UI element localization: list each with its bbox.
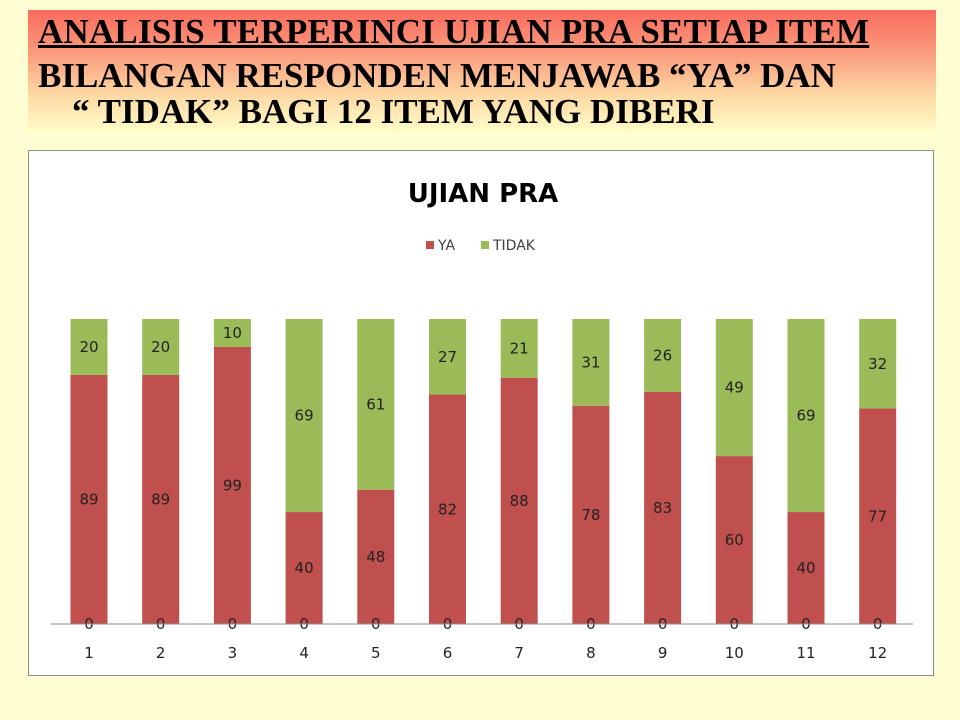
data-label-tidak-10: 49 [725,379,744,397]
data-label-ya-11: 40 [796,559,815,577]
data-label-tidak-4: 69 [295,407,314,425]
slide-subtitle-line2: “ TIDAK” BAGI 12 ITEM YANG DIBERI [72,92,715,131]
x-tick-label-1: 1 [84,644,94,662]
data-label-tidak-6: 27 [438,348,457,366]
bar-ya-7 [500,377,538,624]
x-tick-label-3: 3 [228,644,238,662]
data-label-ya-7: 88 [510,492,529,510]
bar-tidak-6 [429,319,466,395]
bar-ya-6 [429,394,466,624]
bar-ya-8 [572,405,610,624]
bar-ya-5 [357,489,395,624]
data-label-ya-1: 89 [79,490,98,508]
bar-tidak-10 [715,319,753,457]
bar-tidak-4 [285,319,323,513]
bar-ya-3 [213,346,251,624]
bar-ya-2 [142,374,180,624]
legend-label-ya: YA [437,238,455,254]
x-tick-label-7: 7 [514,644,524,662]
data-label-tidak-1: 20 [79,338,98,356]
data-label-ya-10: 60 [725,531,744,549]
stacked-bar-chart: UJIAN PRA YA TIDAK 8920089200991004069048… [51,179,913,662]
chart-title: UJIAN PRA [408,179,559,209]
data-label-tidak-3: 10 [223,324,242,342]
bar-ya-4 [285,512,323,624]
legend-swatch-tidak [481,241,489,249]
chart-container: UJIAN PRA YA TIDAK 89 20 0 89 20 0 99 10 0 40 69 0 48… [28,150,934,676]
slide-subtitle-line1: BILANGAN RESPONDEN MENJAWAB “YA” DAN [38,56,836,95]
x-tick-label-6: 6 [443,644,453,662]
bar-tidak-7 [500,319,538,378]
data-label-ya-4: 40 [295,559,314,577]
slide-title: ANALISIS TERPERINCI UJIAN PRA SETIAP ITE… [38,12,870,51]
bars-group: 8920089200991004069048610822708821078310… [70,319,897,633]
bar-tidak-11 [787,319,825,513]
data-label-tidak-11: 69 [796,407,815,425]
data-label-tidak-9: 26 [653,346,672,364]
x-tick-label-4: 4 [299,644,309,662]
data-label-ya-5: 48 [366,548,385,566]
data-label-tidak-2: 20 [151,338,170,356]
bar-tidak-5 [357,319,395,490]
data-label-tidak-7: 21 [510,339,529,357]
x-tick-label-10: 10 [725,644,744,662]
data-label-tidak-8: 31 [581,353,600,371]
data-label-ya-8: 78 [581,506,600,524]
bar-ya-9 [644,391,682,624]
bar-tidak-1 [70,319,108,375]
x-tick-label-8: 8 [586,644,596,662]
x-tick-label-9: 9 [658,644,668,662]
data-label-ya-3: 99 [223,476,242,494]
bar-ya-12 [859,408,897,624]
bar-tidak-12 [859,319,897,409]
bar-tidak-2 [142,319,180,375]
legend-swatch-ya [426,241,434,249]
data-label-tidak-5: 61 [366,395,385,413]
x-tick-label-11: 11 [796,644,815,662]
chart-legend: YA TIDAK [426,238,536,254]
x-tick-label-2: 2 [156,644,166,662]
legend-label-tidak: TIDAK [492,238,536,254]
bar-tidak-3 [213,319,251,347]
x-axis: 1 2 3 4 5 6 7 8 9 10 11 12 [51,623,913,662]
bar-ya-10 [715,456,753,624]
bar-ya-11 [787,512,825,624]
data-label-ya-6: 82 [438,500,457,518]
bar-tidak-9 [644,319,682,392]
bar-tidak-8 [572,319,610,406]
data-label-tidak-12: 32 [868,355,887,373]
bar-ya-1 [70,374,108,624]
x-tick-label-5: 5 [371,644,381,662]
data-label-ya-9: 83 [653,499,672,517]
data-label-ya-2: 89 [151,490,170,508]
data-label-ya-12: 77 [868,507,887,525]
x-tick-label-12: 12 [868,644,887,662]
header-banner [28,10,936,132]
